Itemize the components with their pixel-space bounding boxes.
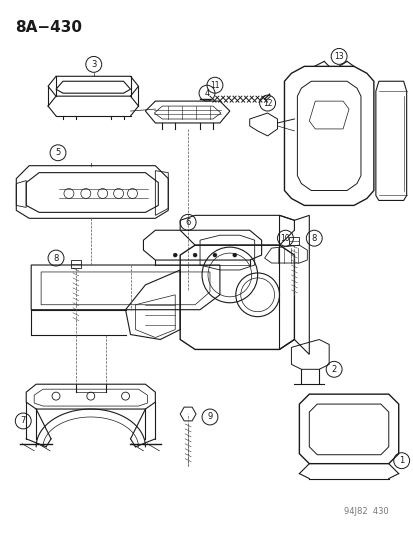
Text: 10: 10 — [280, 233, 290, 243]
Text: 8: 8 — [53, 254, 59, 263]
Text: 5: 5 — [55, 148, 60, 157]
Circle shape — [212, 253, 216, 257]
Text: 9: 9 — [207, 413, 212, 422]
Text: 13: 13 — [333, 52, 343, 61]
Text: 6: 6 — [185, 218, 190, 227]
Circle shape — [173, 253, 177, 257]
Text: 11: 11 — [210, 80, 219, 90]
Text: 12: 12 — [262, 99, 272, 108]
Circle shape — [232, 253, 236, 257]
Text: 8A−430: 8A−430 — [15, 20, 82, 35]
Text: 4: 4 — [204, 88, 209, 98]
Text: 7: 7 — [21, 416, 26, 425]
Text: 2: 2 — [331, 365, 336, 374]
Text: 8: 8 — [311, 233, 316, 243]
Circle shape — [192, 253, 197, 257]
Text: 94J82  430: 94J82 430 — [343, 507, 388, 516]
Text: 3: 3 — [91, 60, 96, 69]
Text: 1: 1 — [398, 456, 404, 465]
